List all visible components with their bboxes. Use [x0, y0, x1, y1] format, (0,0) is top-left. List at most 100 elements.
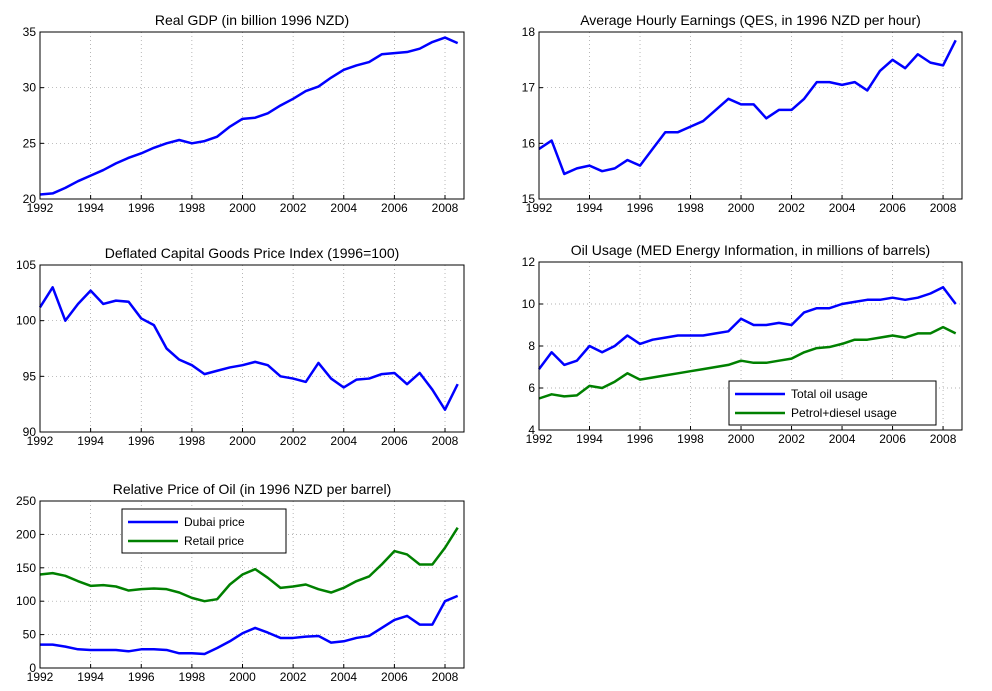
- axes-box: [538, 31, 963, 200]
- y-tick-label: 200: [16, 527, 36, 541]
- legend-box: [728, 380, 937, 426]
- y-tick-label: 8: [528, 339, 535, 353]
- x-tick-label: 1996: [128, 434, 155, 448]
- x-tick-label: 1994: [77, 434, 104, 448]
- y-tick-label: 4: [528, 423, 535, 437]
- x-tick-label: 2002: [280, 434, 307, 448]
- x-tick-label: 2006: [381, 670, 408, 684]
- x-tick-label: 2006: [381, 201, 408, 215]
- y-tick-label: 0: [29, 661, 36, 675]
- data-line: [538, 285, 957, 370]
- x-tick-label: 1992: [27, 434, 54, 448]
- legend-label: Dubai price: [184, 515, 245, 529]
- y-tick-label: 25: [23, 136, 37, 150]
- x-tick-label: 2002: [280, 670, 307, 684]
- legend-label: Retail price: [184, 534, 244, 548]
- y-tick-label: 100: [16, 594, 36, 608]
- axes-box: [39, 264, 465, 433]
- legend-label: Petrol+diesel usage: [791, 406, 897, 420]
- x-tick-label: 2006: [879, 201, 906, 215]
- plot-area: [40, 32, 464, 199]
- x-tick-label: 1998: [179, 670, 206, 684]
- x-tick-label: 1994: [77, 670, 104, 684]
- chart-panel: 90 95 100 105 1992 1994 1996 1998 2000 2002 2004 20…: [16, 245, 465, 448]
- y-tick-label: 10: [522, 297, 536, 311]
- chart-title: Deflated Capital Goods Price Index (1996…: [105, 245, 400, 261]
- x-tick-label: 2000: [229, 434, 256, 448]
- x-tick-label: 2008: [930, 201, 957, 215]
- chart-panel: 0 50 100 150 200 250 1992 1994 1996 1998 2000 2002 2…: [16, 481, 465, 684]
- data-line: [538, 325, 957, 400]
- x-tick-label: 2002: [778, 201, 805, 215]
- chart-title: Real GDP (in billion 1996 NZD): [155, 12, 349, 28]
- data-line: [40, 594, 459, 656]
- y-tick-label: 30: [23, 81, 37, 95]
- x-tick-label: 2006: [879, 432, 906, 446]
- x-tick-label: 1996: [627, 201, 654, 215]
- data-line: [538, 39, 957, 176]
- data-line: [39, 36, 459, 196]
- x-tick-label: 1998: [677, 201, 704, 215]
- legend: Dubai price Retail price: [121, 508, 287, 554]
- x-tick-label: 2004: [330, 434, 357, 448]
- y-tick-label: 50: [23, 628, 37, 642]
- legend-label: Total oil usage: [791, 387, 868, 401]
- y-tick-label: 17: [522, 81, 536, 95]
- x-tick-label: 2000: [728, 201, 755, 215]
- axes-box: [39, 31, 465, 200]
- chart-panel: 15 16 17 18 1992 1994 1996 1998 2000 2002 2004 2006…: [522, 12, 963, 215]
- x-tick-label: 2000: [728, 432, 755, 446]
- y-tick-label: 150: [16, 561, 36, 575]
- plot-area: [539, 32, 962, 199]
- x-tick-label: 2008: [930, 432, 957, 446]
- y-tick-label: 18: [522, 25, 536, 39]
- x-tick-label: 1994: [77, 201, 104, 215]
- x-tick-label: 1992: [27, 201, 54, 215]
- x-tick-label: 2000: [229, 670, 256, 684]
- data-line: [39, 527, 459, 603]
- x-tick-label: 1998: [179, 434, 206, 448]
- x-tick-label: 1992: [526, 432, 553, 446]
- y-tick-label: 105: [16, 258, 36, 272]
- legend-box: [121, 508, 287, 554]
- x-tick-label: 1996: [128, 670, 155, 684]
- y-tick-label: 15: [522, 192, 536, 206]
- chart-panel: 20 25 30 35 1992 1994 1996 1998 2000 2002 2004 2006…: [23, 12, 465, 215]
- y-tick-label: 20: [23, 192, 37, 206]
- y-tick-label: 250: [16, 494, 36, 508]
- x-tick-label: 2006: [381, 434, 408, 448]
- x-tick-label: 1998: [677, 432, 704, 446]
- y-tick-label: 16: [522, 136, 536, 150]
- x-tick-label: 1994: [576, 432, 603, 446]
- y-tick-label: 12: [522, 255, 536, 269]
- chart-title: Average Hourly Earnings (QES, in 1996 NZ…: [580, 12, 921, 28]
- data-line: [38, 286, 459, 411]
- y-tick-label: 35: [23, 25, 37, 39]
- x-tick-label: 1992: [27, 670, 54, 684]
- x-tick-label: 2004: [330, 670, 357, 684]
- y-tick-label: 95: [23, 369, 37, 383]
- x-tick-label: 1996: [627, 432, 654, 446]
- x-tick-label: 2008: [432, 434, 459, 448]
- chart-title: Relative Price of Oil (in 1996 NZD per b…: [113, 481, 392, 497]
- x-tick-label: 2004: [829, 432, 856, 446]
- y-tick-label: 90: [23, 425, 37, 439]
- x-tick-label: 1996: [128, 201, 155, 215]
- axes-box: [538, 261, 963, 431]
- x-tick-label: 2004: [330, 201, 357, 215]
- x-tick-label: 2000: [229, 201, 256, 215]
- chart-panel: 4 6 8 10 12 1992 1994 1996 1998 2000 2002 2004 2006 2…: [522, 242, 963, 446]
- x-tick-label: 2002: [778, 432, 805, 446]
- x-tick-label: 2008: [432, 670, 459, 684]
- x-tick-label: 1992: [526, 201, 553, 215]
- plot-area: [40, 265, 464, 432]
- y-tick-label: 100: [16, 314, 36, 328]
- legend: Total oil usage Petrol+diesel usage: [728, 380, 937, 426]
- x-tick-label: 1994: [576, 201, 603, 215]
- x-tick-label: 2004: [829, 201, 856, 215]
- chart-title: Oil Usage (MED Energy Information, in mi…: [571, 242, 930, 258]
- y-tick-label: 6: [528, 381, 535, 395]
- axes-box: [39, 500, 465, 669]
- x-tick-label: 1998: [179, 201, 206, 215]
